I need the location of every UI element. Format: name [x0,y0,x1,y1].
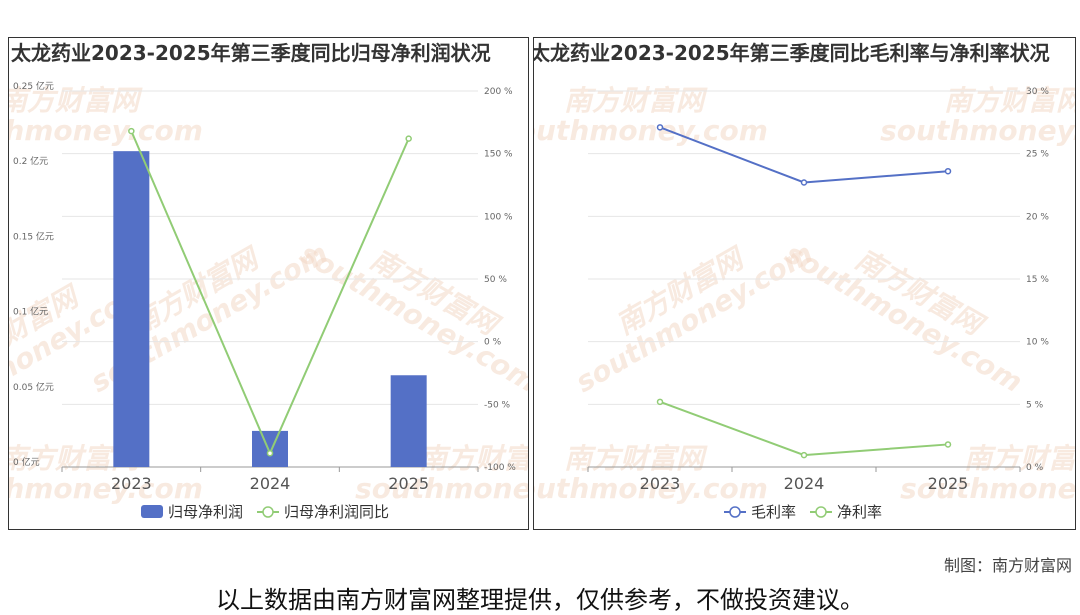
x-tick-label: 2024 [784,474,825,493]
x-tick-label: 2023 [640,474,681,493]
watermark-cn: 南方财富网 [9,84,143,117]
y-right-tick-label: 150 % [484,150,513,160]
data-point [800,179,808,186]
y-right-tick-label: 50 % [484,275,507,285]
data-point [405,135,412,142]
x-tick-label: 2023 [111,474,152,493]
watermark-en: southmoney.com [534,114,768,147]
legend-swatch [141,505,163,518]
data-point [800,451,808,459]
data-point [128,127,135,135]
right-chart-panel: 南方财富网southmoney.com南方财富网southmoney.com南方… [533,37,1076,530]
y-right-tick-label: 20 % [1026,212,1049,222]
data-point [266,449,274,457]
legend-marker [729,506,741,518]
watermark-cn: 南方财富网 [564,84,708,117]
y-right-tick-label: 30 % [1026,87,1049,97]
bar [252,430,288,467]
watermark-en: southmoney.com [355,472,529,505]
legend-label: 毛利率 [751,503,796,521]
chart-credit: 制图：南方财富网 [943,556,1072,575]
y-left-tick-label: 0.1 亿元 [13,306,48,318]
watermark-cn: 南方财富网 [944,84,1076,117]
watermark-cn: 南方财富网 [964,442,1076,475]
legend-marker [815,506,827,518]
y-left-tick-label: 0.15 亿元 [13,230,54,242]
data-point [656,398,664,406]
left-chart-panel: 南方财富网southmoney.com南方财富网southmoney.com南方… [8,37,529,530]
legend-label: 净利率 [837,503,882,521]
watermark-cn: 南方财富网 [564,442,708,475]
legend-label: 归母净利润同比 [284,503,389,521]
watermark-en: southmoney.com [534,472,768,505]
data-point [944,167,952,175]
y-left-tick-label: 0.05 亿元 [13,381,54,393]
bar [113,151,150,467]
y-right-tick-label: 5 % [1026,400,1044,410]
watermark-cn: 南方财富网 [419,442,529,475]
y-right-tick-label: -100 % [484,463,516,473]
watermark-en: southmoney.com [9,114,203,147]
left-chart: 南方财富网southmoney.com南方财富网southmoney.com南方… [9,41,529,521]
legend-label: 归母净利润 [168,503,243,521]
watermark-en: southmoney.com [900,472,1076,505]
disclaimer: 以上数据由南方财富网整理提供，仅供参考，不做投资建议。 [216,586,864,614]
y-right-tick-label: 15 % [1026,275,1049,285]
y-right-tick-label: 100 % [484,212,513,222]
y-right-tick-label: -50 % [484,400,511,410]
y-right-tick-label: 0 % [1026,463,1044,473]
right-chart: 南方财富网southmoney.com南方财富网southmoney.com南方… [534,41,1076,521]
chart-title: 太龙药业2023-2025年第三季度同比归母净利润状况 [11,41,491,65]
data-point [944,441,952,448]
y-right-tick-label: 0 % [484,338,502,348]
chart-title: 太龙药业2023-2025年第三季度同比毛利率与净利率状况 [534,41,1050,65]
y-right-tick-label: 25 % [1026,150,1049,160]
y-left-tick-label: 0.2 亿元 [13,155,48,167]
x-tick-label: 2024 [250,474,291,493]
legend-marker [262,506,274,518]
watermark-en: southmoney.com [9,472,203,505]
data-point [656,124,664,131]
bar [390,375,427,467]
watermark-en: southmoney.com [780,237,1028,399]
x-tick-label: 2025 [388,474,429,493]
y-left-tick-label: 0.25 亿元 [13,80,54,92]
y-left-tick-label: 0 亿元 [13,456,40,468]
x-tick-label: 2025 [928,474,969,493]
y-right-tick-label: 200 % [484,87,513,97]
y-right-tick-label: 10 % [1026,338,1049,348]
watermark-en: southmoney.com [880,114,1076,147]
